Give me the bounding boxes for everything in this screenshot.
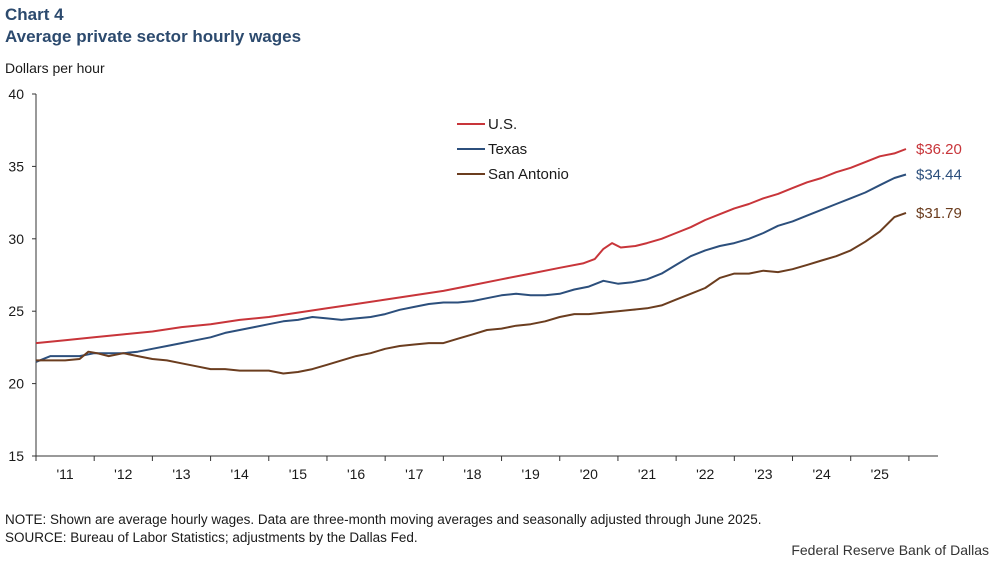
source-text: SOURCE: Bureau of Labor Statistics; adju… [5,530,418,545]
x-tick-label: '18 [463,466,481,482]
x-tick-label: '22 [696,466,714,482]
y-tick-label: 30 [8,231,24,247]
chart-title: Average private sector hourly wages [5,27,302,46]
x-tick-label: '20 [580,466,598,482]
footnote: NOTE: Shown are average hourly wages. Da… [5,511,761,547]
end-value-label: $36.20 [916,141,962,158]
y-axis-label: Dollars per hour [5,60,105,76]
series-line-texas [35,173,907,363]
x-tick-label: '21 [638,466,656,482]
credit: Federal Reserve Bank of Dallas [791,542,989,558]
y-tick-label: 15 [8,448,24,464]
y-tick-label: 25 [8,303,24,319]
x-tick-label: '25 [871,466,889,482]
y-tick-label: 20 [8,376,24,392]
x-tick-label: '11 [56,466,73,482]
x-tick-label: '16 [347,466,365,482]
title-block: Chart 4 Average private sector hourly wa… [5,4,301,48]
x-tick-label: '23 [754,466,772,482]
y-tick-label: 40 [8,86,24,102]
line-chart: 15 20 25 30 35 40 '11 '12 '13 '14 '15 '16 '17 '18 '19 '… [8,86,962,482]
note-text: NOTE: Shown are average hourly wages. Da… [5,512,762,527]
series-line-u-s- [35,148,907,345]
x-tick-label: '12 [114,466,132,482]
x-tick-label: '13 [172,466,190,482]
end-value-label: $34.44 [916,167,962,184]
legend-label: San Antonio [488,166,569,183]
x-tick-label: '15 [289,466,307,482]
x-tick-label: '19 [522,466,540,482]
legend-label: Texas [488,141,527,158]
series-line-san-antonio [36,211,907,375]
legend-label: U.S. [488,116,517,133]
x-tick-label: '14 [231,466,249,482]
x-tick-label: '17 [405,466,423,482]
chart-number: Chart 4 [5,5,64,24]
y-tick-label: 35 [8,158,24,174]
end-value-label: $31.79 [916,205,962,222]
x-tick-label: '24 [812,466,830,482]
